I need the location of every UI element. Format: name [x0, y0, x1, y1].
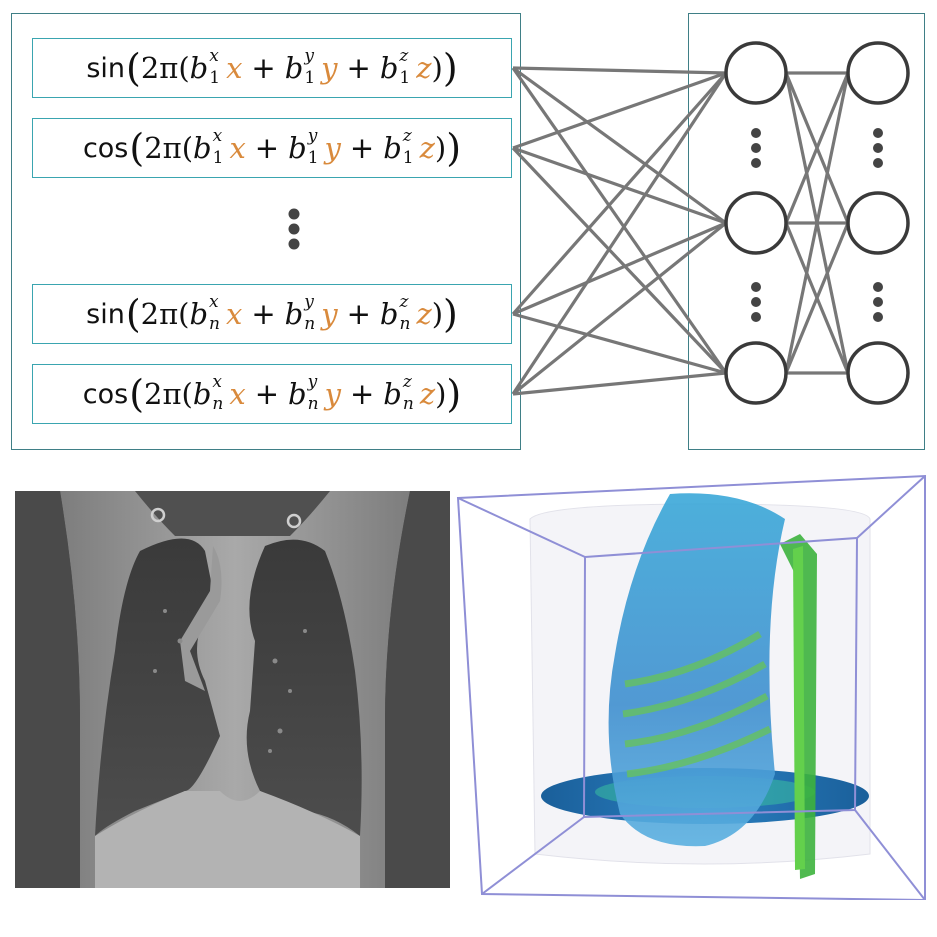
- layer2-node-bottom: [846, 341, 910, 405]
- bounding-box: [456, 474, 926, 900]
- layer2-node-top: [846, 41, 910, 105]
- layer1-node-bottom: [724, 341, 788, 405]
- feature-box-1: sin(2π(b x 1 x + b y 1 y + b z 1 z)): [32, 38, 512, 98]
- layer2-node-mid: [846, 191, 910, 255]
- fourier-features-panel: [11, 13, 521, 450]
- feature-fn: cos: [82, 132, 129, 164]
- feature-box-3: sin(2π(b x n x + b y n y + b z n z)): [32, 284, 512, 344]
- mlp-panel: [688, 13, 925, 450]
- volume-render-image: [455, 474, 933, 900]
- feature-fn: sin: [86, 52, 125, 84]
- layer1-node-top: [724, 41, 788, 105]
- feature-box-4: cos(2π(b x n x + b y n y + b z n z)): [32, 364, 512, 424]
- ellipsis-dots: [288, 128, 883, 322]
- feature-fn: sin: [86, 298, 125, 330]
- network-diagram: [288, 41, 910, 405]
- layer1-node-mid: [724, 191, 788, 255]
- feature-box-2: cos(2π(b x 1 x + b y 1 y + b z 1 z)): [32, 118, 512, 178]
- hidden-edges: [784, 71, 850, 375]
- feature-fn: cos: [82, 378, 129, 410]
- input-edges: [511, 66, 728, 396]
- ct-slice-image: [15, 491, 450, 888]
